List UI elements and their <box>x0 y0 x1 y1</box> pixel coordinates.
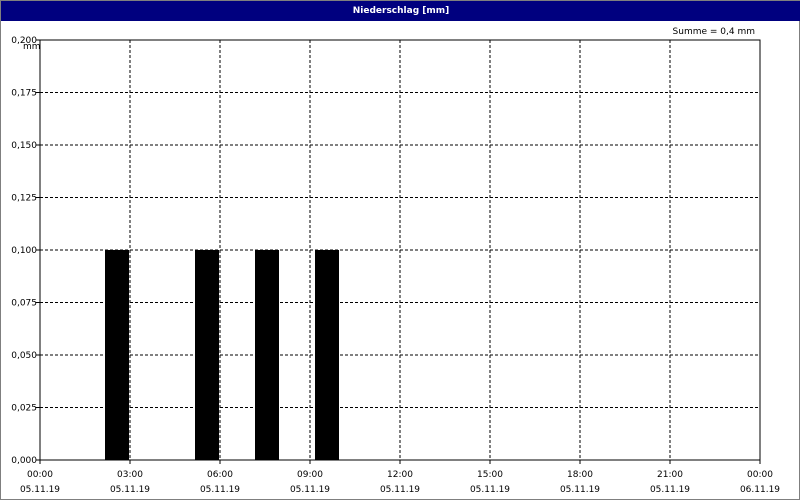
x-tick-date-label: 05.11.19 <box>650 485 690 495</box>
x-tick-date-label: 06.11.19 <box>740 485 780 495</box>
x-tick-time-label: 03:00 <box>117 470 143 480</box>
y-tick-label: 0,100 <box>11 246 37 256</box>
y-tick-label: 0,075 <box>11 299 37 309</box>
x-tick-time-label: 00:00 <box>27 470 53 480</box>
x-tick-time-label: 12:00 <box>387 470 413 480</box>
y-tick-label: 0,150 <box>11 141 37 151</box>
x-tick-time-label: 00:00 <box>747 470 773 480</box>
chart-title: Niederschlag [mm] <box>1 1 800 21</box>
y-tick-label: 0,125 <box>11 194 37 204</box>
x-tick-date-label: 05.11.19 <box>110 485 150 495</box>
x-tick-time-label: 18:00 <box>567 470 593 480</box>
precipitation-bar <box>255 250 279 460</box>
precipitation-bar <box>105 250 129 460</box>
x-tick-time-label: 06:00 <box>207 470 233 480</box>
x-tick-date-label: 05.11.19 <box>560 485 600 495</box>
y-axis-unit: mm <box>23 42 41 52</box>
y-tick-label: 0,200 <box>11 36 37 46</box>
x-tick-date-label: 05.11.19 <box>380 485 420 495</box>
x-tick-date-label: 05.11.19 <box>20 485 60 495</box>
x-tick-time-label: 21:00 <box>657 470 683 480</box>
y-tick-label: 0,000 <box>11 456 37 466</box>
y-tick-label: 0,175 <box>11 89 37 99</box>
precipitation-bar <box>315 250 339 460</box>
y-tick-label: 0,050 <box>11 351 37 361</box>
precipitation-bar <box>195 250 219 460</box>
x-tick-time-label: 15:00 <box>477 470 503 480</box>
sum-label: Summe = 0,4 mm <box>672 27 755 37</box>
x-tick-date-label: 05.11.19 <box>290 485 330 495</box>
x-tick-date-label: 05.11.19 <box>200 485 240 495</box>
x-tick-date-label: 05.11.19 <box>470 485 510 495</box>
x-tick-time-label: 09:00 <box>297 470 323 480</box>
y-tick-label: 0,025 <box>11 404 37 414</box>
